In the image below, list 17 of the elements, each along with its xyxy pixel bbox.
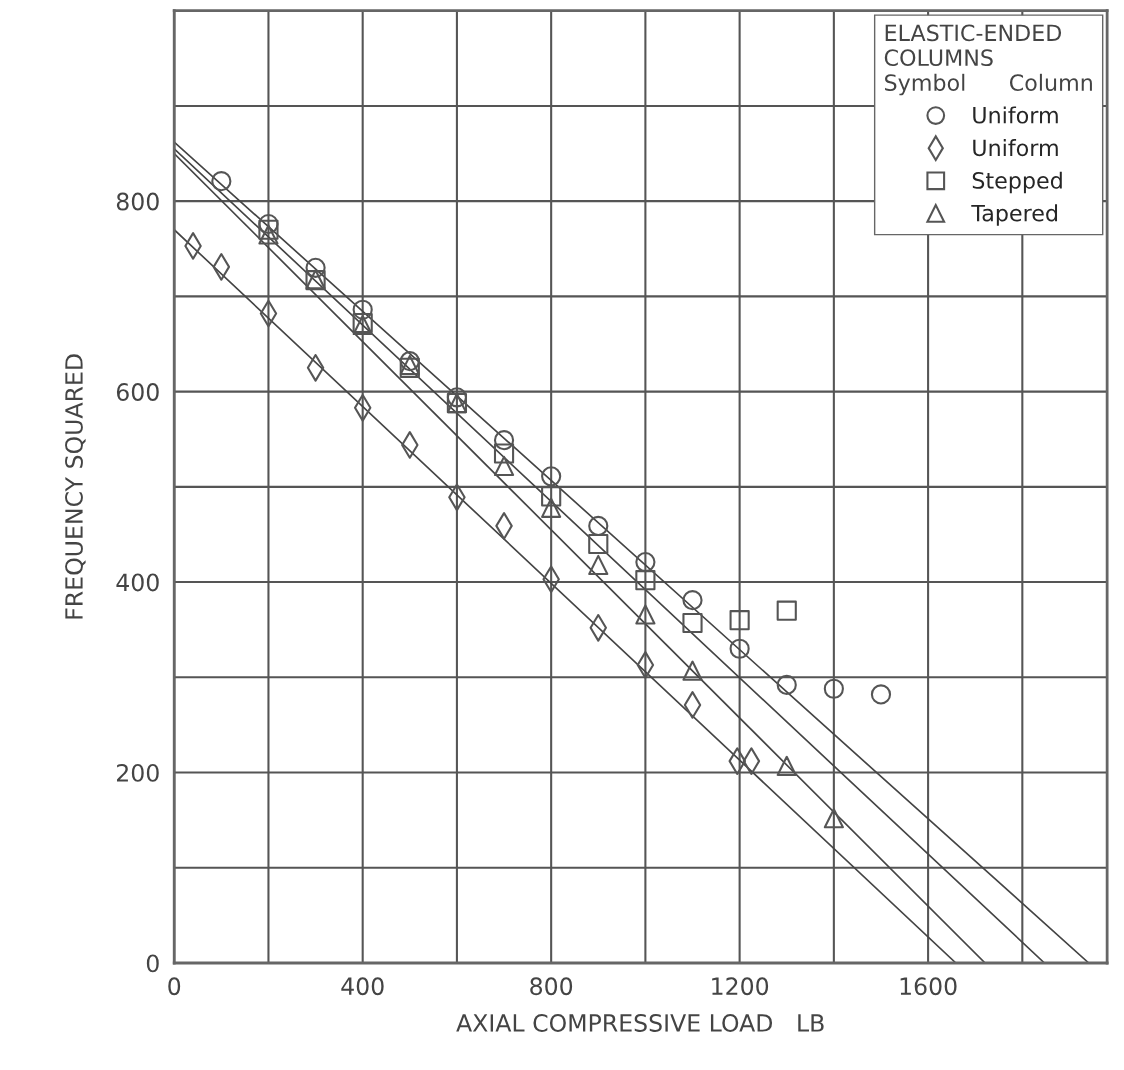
- x-axis-title: AXIAL COMPRESSIVE LOAD LB: [456, 1014, 824, 1032]
- y-tick-label: 200: [116, 763, 159, 782]
- x-tick-label: 0: [168, 977, 181, 996]
- x-tick-label: 1200: [712, 977, 769, 996]
- x-tick-label: 800: [530, 977, 573, 996]
- legend-label: Tapered: [971, 204, 1058, 226]
- y-axis-title: FREQUENCY SQUARED: [65, 354, 86, 619]
- y-tick-label: 0: [146, 954, 159, 973]
- x-tick-label: 400: [341, 977, 384, 996]
- legend-label: Stepped: [972, 171, 1062, 194]
- legend-title: ELASTIC-ENDED COLUMNS Symbol Column: [884, 24, 1092, 96]
- legend-label: Uniform: [973, 139, 1058, 157]
- x-tick-label: 1600: [900, 977, 957, 996]
- y-tick-label: 600: [116, 383, 159, 401]
- legend-label: Uniform: [973, 106, 1058, 124]
- y-tick-label: 400: [116, 573, 159, 592]
- y-tick-label: 800: [116, 192, 159, 211]
